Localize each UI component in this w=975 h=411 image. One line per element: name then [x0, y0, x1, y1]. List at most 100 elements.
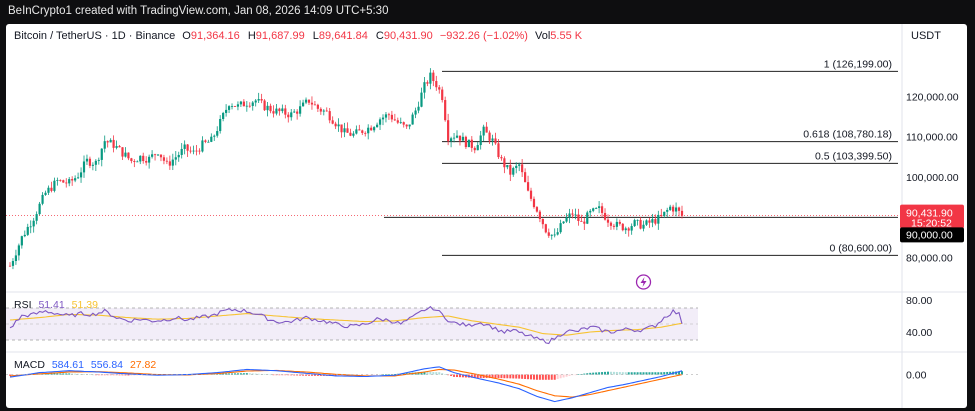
- candle-body: [130, 158, 133, 162]
- macd-histogram-bar: [574, 374, 577, 376]
- candle-body: [680, 210, 684, 216]
- candle-body: [272, 111, 275, 114]
- macd-histogram-bar: [654, 372, 657, 375]
- macd-histogram-bar: [88, 374, 91, 376]
- macd-histogram-bar: [74, 373, 77, 375]
- candle-body: [198, 150, 201, 152]
- macd-histogram-bar: [127, 374, 130, 376]
- candle-body: [405, 124, 408, 127]
- macd-histogram-bar: [83, 374, 86, 375]
- candle-body: [23, 234, 26, 237]
- macd-histogram-bar: [97, 374, 100, 376]
- candle-body: [583, 221, 586, 224]
- chart-svg[interactable]: 1 (126,199.00) 0.618 (108,780.18) 0.5 (103…: [6, 24, 967, 408]
- candle-body: [666, 209, 669, 212]
- macd-histogram-bar: [444, 374, 447, 375]
- macd-histogram-bar: [651, 372, 654, 375]
- macd-histogram-bar: [512, 374, 515, 379]
- ohlc-high-key: H: [248, 30, 256, 42]
- candle-body: [559, 223, 562, 233]
- macd-histogram-bar: [319, 374, 322, 376]
- candle-body: [627, 228, 630, 231]
- price-axis[interactable]: 120,000.00 110,000.00 100,000.00 80,000.00 9…: [900, 91, 964, 382]
- macd-histogram-bar: [615, 371, 618, 375]
- candle-body: [47, 187, 50, 193]
- macd-histogram-bar: [657, 372, 660, 375]
- candle-body: [447, 120, 450, 142]
- macd-histogram-bar: [47, 373, 50, 375]
- macd-histogram-bar: [219, 373, 222, 375]
- candle-body: [361, 130, 364, 133]
- macd-histogram-bar: [402, 373, 405, 375]
- macd-histogram-bar: [618, 372, 621, 375]
- macd-histogram-bar: [624, 372, 627, 375]
- macd-histogram-bar: [497, 374, 500, 379]
- candle-body: [375, 124, 379, 128]
- macd-histogram-bar: [387, 374, 390, 375]
- macd-histogram-bar: [103, 374, 106, 376]
- candle-body: [168, 161, 171, 166]
- candles-layer: [8, 68, 684, 290]
- macd-histogram-bar: [627, 372, 630, 375]
- macd-histogram-bar: [515, 374, 518, 379]
- macd-histogram-bar: [367, 374, 370, 376]
- macd-histogram-bar: [636, 372, 639, 375]
- macd-histogram-bar: [609, 371, 612, 375]
- support-level-tag: [900, 227, 964, 243]
- candle-body: [488, 132, 491, 141]
- macd-histogram-bar: [476, 374, 479, 379]
- candle-body: [476, 145, 479, 151]
- macd-histogram-bar: [642, 372, 645, 375]
- candle-body: [562, 221, 565, 224]
- candle-body: [467, 139, 470, 148]
- currency-label[interactable]: USDT: [911, 30, 941, 42]
- candle-body: [88, 158, 92, 166]
- macd-histogram-bar: [648, 372, 651, 375]
- macd-histogram-bar: [438, 372, 441, 375]
- candle-body: [195, 150, 198, 152]
- macd-histogram-bar: [56, 373, 59, 375]
- candle-body: [444, 100, 447, 121]
- macd-histogram-bar: [473, 374, 476, 378]
- candle-body: [586, 212, 589, 224]
- support-level-value: 90,000.00: [906, 229, 953, 241]
- candle-body: [589, 210, 592, 213]
- macd-histogram-bar: [601, 372, 604, 375]
- candle-body: [657, 214, 660, 224]
- macd-histogram-bar: [14, 374, 17, 376]
- candle-body: [524, 172, 527, 183]
- candle-body: [642, 224, 645, 229]
- macd-histogram-bar: [571, 374, 574, 376]
- candle-body: [414, 110, 417, 115]
- macd-histogram-bar: [115, 374, 118, 376]
- candle-body: [417, 106, 420, 111]
- rsi-axis-tick: 80.00: [906, 295, 932, 307]
- candle-body: [150, 154, 154, 157]
- macd-histogram-bar: [681, 371, 683, 375]
- macd-histogram-bar: [100, 374, 103, 376]
- svg-text:MACD 584.61 55: MACD 584.61 556.84 27.82: [14, 359, 156, 371]
- rsi-title: RSI: [14, 299, 32, 311]
- candle-body: [44, 192, 47, 195]
- grid-layer: [6, 24, 967, 408]
- candle-body: [624, 228, 627, 231]
- candle-body: [598, 206, 601, 209]
- candle-body: [553, 234, 556, 236]
- candle-body: [568, 213, 571, 218]
- macd-histogram-bar: [121, 374, 124, 376]
- candle-body: [636, 219, 639, 221]
- candle-body: [62, 180, 65, 183]
- chart-panel[interactable]: 1 (126,199.00) 0.618 (108,780.18) 0.5 (103…: [6, 24, 967, 408]
- candle-body: [299, 106, 302, 114]
- candle-body: [136, 161, 139, 163]
- macd-histogram-bar: [251, 373, 254, 375]
- symbol-label[interactable]: Bitcoin / TetherUS · 1D · Binance: [14, 30, 175, 42]
- candle-body: [449, 138, 453, 142]
- candle-body: [600, 206, 604, 213]
- candle-body: [503, 158, 506, 168]
- macd-histogram-bar: [663, 372, 666, 375]
- macd-signal-value: 27.82: [130, 359, 156, 371]
- macd-histogram-bar: [233, 373, 236, 375]
- macd-histogram-bar: [257, 373, 260, 375]
